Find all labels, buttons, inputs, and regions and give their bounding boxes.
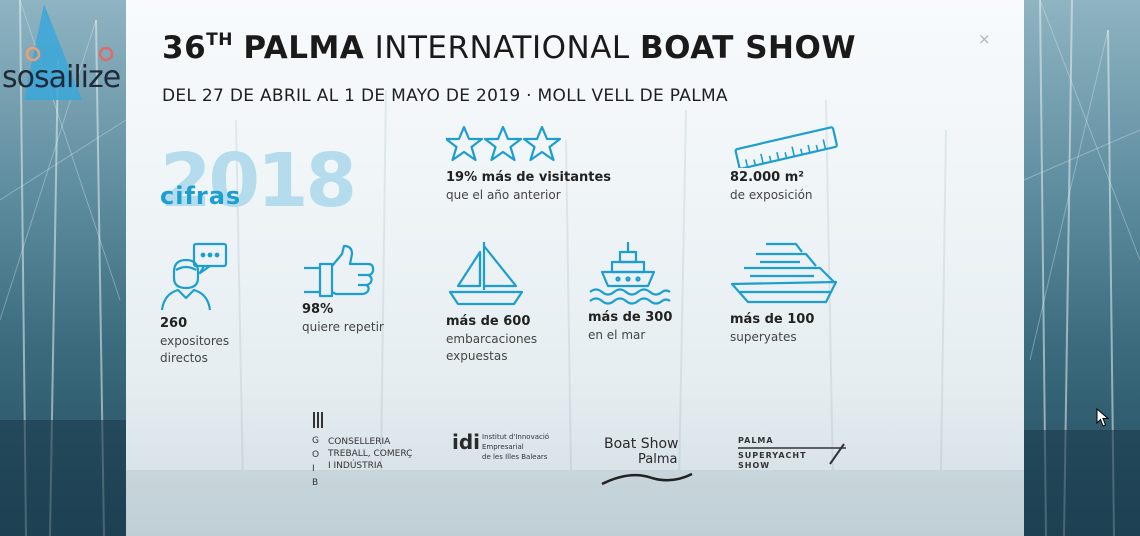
boats-value: más de 600 [446,314,531,329]
title-event: BOAT SHOW [640,30,857,66]
idi-line3: de les Illes Balears [482,453,548,461]
summary-year: 2018 [160,138,357,224]
superyacht-line3: SHOW [738,461,771,470]
event-dates: DEL 27 DE ABRIL AL 1 DE MAYO DE 2019 · M… [162,86,728,106]
sponsor-idi: idi Institut d'Innovació Empresarial de … [452,430,572,470]
ghost-masts [126,89,1024,536]
stars-icon [446,125,562,162]
govern-letter-i: I [312,464,316,474]
govern-letter-g: G [312,436,320,446]
yachts-label: superyates [730,330,797,344]
boatshow-wave-icon [601,472,693,486]
superyacht-line2: SUPERYACHT [738,451,807,460]
boatshow-line1: Boat Show [604,436,679,452]
yachts-value: más de 100 [730,312,815,327]
boatshow-line2: Palma [638,452,678,467]
title-city: PALMA [243,30,365,66]
superyacht-icon [730,242,838,304]
idi-line1: Institut d'Innovació [482,433,550,441]
govern-letter-o: O [312,450,321,460]
superyacht-line1: PALMA [738,436,774,445]
govern-line3: I INDÚSTRIA [328,461,383,471]
visitors-value: 19% más de visitantes [446,170,612,185]
superyacht-rule [738,447,846,449]
brand-wordmark: sosailize [2,60,121,95]
sea-label: en el mar [588,328,646,342]
boats-label-line2: expuestas [446,349,508,363]
area-value: 82.000 m² [730,170,804,185]
title-international: INTERNATIONAL [374,30,630,66]
exhibitors-label-line1: expositores [160,334,230,348]
sosailize-logo[interactable]: sosailize [0,0,140,120]
sponsor-superyacht-show: PALMA SUPERYACHT SHOW [738,436,848,476]
sea-value: más de 300 [588,310,673,325]
stat-sea: más de 300 en el mar [588,240,672,344]
govern-letter-b: B [312,478,320,488]
infographic-modal: × 36TH PALMA INTERNATIONAL BOAT SHOW DEL… [126,0,1024,536]
govern-line1: CONSELLERIA [328,437,391,447]
idi-text: Institut d'Innovació Empresarial de les … [482,432,549,462]
boats-label-line1: embarcaciones [446,332,538,346]
idi-line2: Empresarial [482,443,524,451]
exhibitors-label-line2: directos [160,351,208,365]
ship-waves-icon [589,242,671,305]
ruler-icon [734,126,838,168]
stat-boats: más de 600 embarcaciones expuestas [446,240,537,365]
exhibitors-value: 260 [160,316,188,331]
stat-repeat: 98% quiere repetir [302,244,384,336]
sail-logo-icon [24,4,114,100]
stat-yachts: más de 100 superyates [730,240,840,346]
govern-emblem-icon [313,412,323,428]
area-label: de exposición [730,188,813,202]
sponsor-boat-show-palma: Boat Show Palma [601,436,714,492]
govern-text: CONSELLERIA TREBALL, COMERÇ I INDÚSTRIA [328,436,412,472]
repeat-label: quiere repetir [302,320,384,334]
title-number: 36 [162,30,207,66]
sponsor-govern: G O I B CONSELLERIA TREBALL, COMERÇ I IN… [312,410,432,490]
title-ordinal: TH [206,30,233,50]
exhibitors-label: expositores directos [160,333,230,367]
summary-label: cifras [160,182,242,210]
mouse-cursor-icon [1096,408,1110,427]
boats-label: embarcaciones expuestas [446,331,537,365]
thumbs-up-icon [304,244,375,298]
govern-line2: TREBALL, COMERÇ [328,449,413,459]
idi-mark: idi [452,430,481,454]
sailboat-icon [448,242,524,306]
page-title: 36TH PALMA INTERNATIONAL BOAT SHOW [162,30,856,66]
person-chat-icon [160,242,228,311]
govern-letters: G O I B [312,434,320,490]
close-icon[interactable]: × [978,30,991,48]
stat-visitors: 19% más de visitantes que el año anterio… [446,124,611,204]
stat-area: 82.000 m² de exposición [730,126,842,204]
visitors-label: que el año anterior [446,188,561,202]
superyacht-slash-icon [829,443,845,465]
repeat-value: 98% [302,302,334,317]
stat-exhibitors: 260 expositores directos [160,242,230,367]
